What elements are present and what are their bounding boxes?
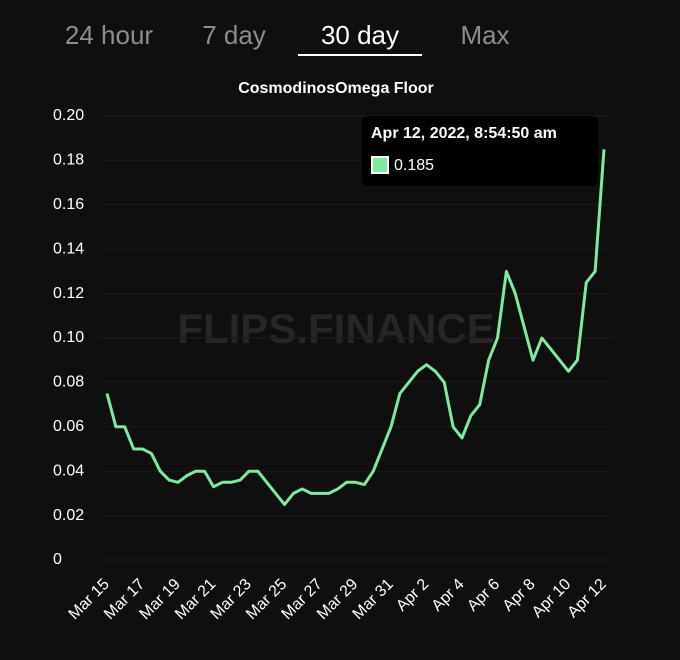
y-tick-label: 0.16 (53, 196, 84, 213)
y-tick-label: 0.06 (53, 418, 84, 435)
y-tick-label: 0.04 (53, 462, 84, 479)
y-tick-label: 0.08 (53, 374, 84, 391)
tab[interactable]: Max (460, 20, 509, 50)
line (105, 149, 606, 506)
tooltip-value: 0.185 (394, 157, 434, 174)
chart-title: CosmodinosOmega Floor (238, 80, 434, 97)
y-tick-label: 0.10 (53, 329, 84, 346)
y-tick-label: 0.12 (53, 285, 84, 302)
tooltip: Apr 12, 2022, 8:54:50 am 0.185 (362, 116, 598, 186)
y-tick-label: 0.18 (53, 152, 84, 169)
tooltip-box (362, 116, 598, 186)
y-tick-label: 0.20 (53, 107, 84, 124)
y-tick-label: 0.02 (53, 507, 84, 524)
watermark: FLIPS.FINANCE (177, 305, 494, 352)
tab-active[interactable]: 30 day (321, 20, 399, 50)
y-tick-label: 0.14 (53, 240, 84, 257)
y-tick-label: 0 (53, 551, 62, 568)
tab[interactable]: 24 hour (65, 20, 154, 50)
tooltip-swatch (371, 156, 389, 174)
tooltip-title: Apr 12, 2022, 8:54:50 am (371, 125, 557, 142)
tab[interactable]: 7 day (202, 20, 266, 50)
